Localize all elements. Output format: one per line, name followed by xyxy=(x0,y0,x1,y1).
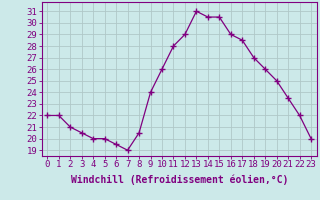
X-axis label: Windchill (Refroidissement éolien,°C): Windchill (Refroidissement éolien,°C) xyxy=(70,175,288,185)
